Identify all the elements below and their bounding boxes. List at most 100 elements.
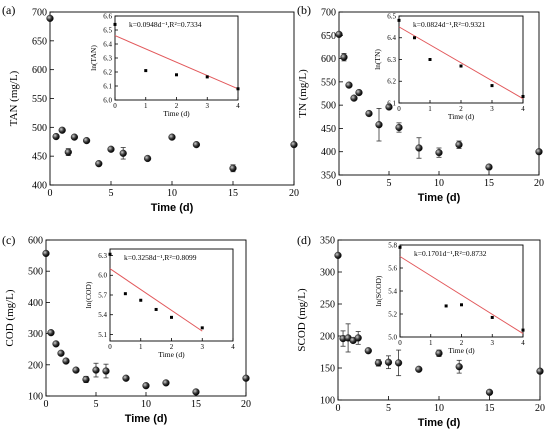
inset-y-axis-title: ln(COD) (84, 281, 93, 308)
inset-x-axis-title: Time (d) (163, 109, 190, 118)
data-point (47, 329, 55, 337)
y-tick-label: 650 (321, 31, 336, 42)
inset-y-tick-label: 6.3 (387, 56, 396, 64)
x-axis-title: Time (d) (418, 417, 461, 429)
inset-x-axis-title: Time (d) (158, 350, 185, 359)
inset-y-tick-label: 5.4 (98, 311, 107, 319)
y-tick-label: 350 (320, 236, 335, 247)
inset-frame (398, 15, 524, 104)
y-tick-label: 600 (28, 236, 43, 247)
inset-data-point (428, 58, 432, 61)
inset-data-point (397, 18, 401, 22)
data-point (192, 388, 200, 396)
data-point (192, 141, 201, 149)
y-tick-label: 400 (28, 298, 43, 309)
y-tick-label: 100 (28, 392, 43, 403)
inset-y-tick-label: 6.2 (387, 78, 396, 86)
data-point (350, 94, 358, 102)
data-point (57, 349, 65, 357)
inset-y-tick-label: 5.7 (98, 291, 107, 299)
inset-y-axis-title: ln(SCOD) (374, 275, 383, 306)
panel-label: (b) (297, 3, 311, 17)
data-point (46, 14, 54, 22)
inset-x-tick-label: 4 (521, 105, 525, 113)
x-tick-label: 15 (485, 403, 495, 414)
y-tick-label: 500 (28, 267, 43, 278)
inset-y-tick-label: 6.6 (103, 12, 112, 20)
y-tick-label: 600 (32, 65, 47, 76)
data-point (107, 145, 115, 153)
x-tick-label: 20 (534, 178, 544, 189)
data-point (122, 374, 130, 382)
inset-data-point (205, 75, 209, 79)
inset-data-point (521, 94, 525, 98)
data-point (455, 363, 463, 371)
inset-data-point (144, 69, 148, 73)
y-tick-label: 650 (32, 36, 47, 47)
data-point (485, 388, 494, 396)
data-point (485, 163, 493, 171)
inset-data-point (521, 328, 525, 332)
data-point (92, 366, 100, 374)
x-tick-label: 10 (434, 178, 444, 189)
data-point (70, 133, 79, 141)
inset-y-tick-label: 5.2 (388, 310, 397, 318)
y-tick-label: 550 (32, 94, 47, 105)
inset-y-tick-label: 6.4 (387, 34, 396, 42)
inset-fit-line (109, 268, 203, 332)
inset-x-tick-label: 4 (236, 102, 240, 110)
inset-data-point (490, 84, 494, 88)
inset-annotation: k=0.0948d⁻¹,R²=0.7334 (129, 20, 202, 29)
data-point (52, 132, 60, 141)
y-tick-label: 450 (321, 124, 336, 135)
inset-y-tick-label: 5.1 (98, 331, 107, 339)
inset-x-tick-label: 4 (231, 343, 235, 351)
data-point (374, 359, 383, 367)
x-tick-label: 20 (535, 403, 545, 414)
inset-y-tick-label: 5.6 (388, 264, 397, 272)
inset-x-tick-label: 0 (108, 343, 112, 351)
inset-annotation: k=0.1701d⁻¹,R²=0.8732 (414, 249, 487, 258)
y-tick-label: 150 (320, 364, 335, 375)
panel-label: (a) (2, 3, 15, 17)
inset-data-point (236, 87, 240, 91)
inset-data-point (459, 64, 463, 68)
x-tick-label: 20 (289, 188, 299, 199)
y-tick-label: 400 (321, 147, 336, 158)
y-tick-label: 600 (321, 54, 336, 65)
data-point (119, 149, 127, 157)
inset-x-tick-label: 4 (521, 339, 525, 347)
inset-x-tick-label: 0 (398, 339, 402, 347)
inset-data-point (200, 326, 204, 330)
data-point (62, 357, 70, 365)
inset-frame (399, 244, 524, 338)
y-tick-label: 300 (320, 268, 335, 279)
inset-x-tick-label: 2 (459, 105, 463, 113)
inset-x-tick-label: 0 (397, 105, 401, 113)
x-tick-label: 0 (44, 399, 49, 410)
data-point (345, 81, 353, 89)
inset-x-tick-label: 3 (201, 343, 205, 351)
data-point (142, 382, 150, 390)
y-tick-label: 100 (320, 396, 335, 407)
inset-data-point (139, 298, 143, 302)
x-tick-label: 0 (337, 178, 342, 189)
panel-label: (c) (2, 233, 15, 247)
y-tick-label: 200 (320, 332, 335, 343)
inset-data-point (123, 292, 127, 296)
x-tick-label: 0 (336, 403, 341, 414)
y-axis-title: TAN (mg/L) (8, 70, 20, 126)
inset-data-point (113, 22, 117, 26)
data-point (58, 126, 66, 134)
x-axis-title: Time (d) (125, 413, 168, 425)
data-point (435, 349, 443, 357)
inset-y-axis-title: ln(TAN) (89, 45, 98, 71)
inset-data-point (170, 315, 173, 319)
y-tick-label: 450 (32, 152, 47, 163)
x-tick-label: 15 (191, 399, 201, 410)
x-tick-label: 10 (141, 399, 151, 410)
data-point (375, 121, 383, 129)
